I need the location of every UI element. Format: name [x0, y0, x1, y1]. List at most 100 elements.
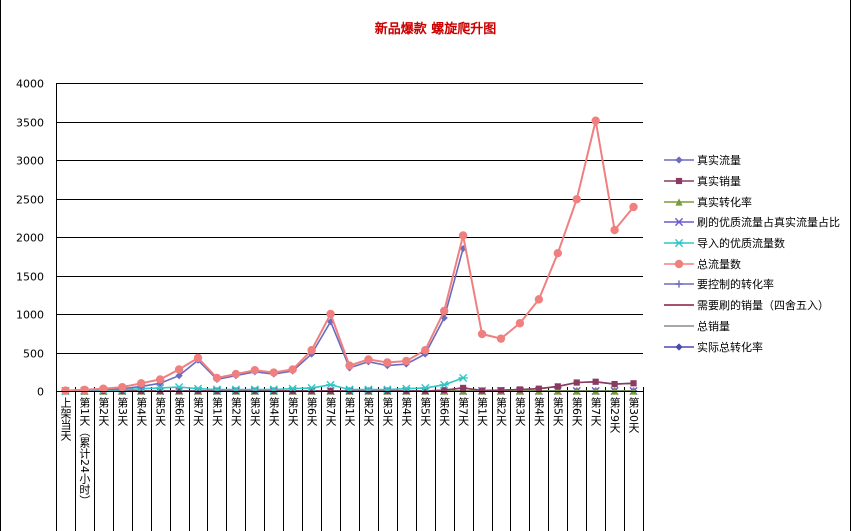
- legend-label: 需要刷的销量（四舍五入）: [697, 299, 829, 313]
- legend-label: 真实销量: [697, 175, 741, 189]
- data-point: [99, 384, 108, 393]
- legend-item-brushed-traffic-ratio: 刷的优质流量占真实流量占比: [664, 212, 840, 233]
- x-tick-label: 第3天: [381, 396, 394, 427]
- legend-item-sales-to-brush: 需要刷的销量（四舍五入）: [664, 295, 840, 316]
- x-tick-label: 第4天: [400, 396, 413, 427]
- data-point: [325, 380, 336, 389]
- x-tick-label: 第7天: [457, 396, 470, 427]
- data-point: [496, 334, 506, 343]
- y-tick-label: 3000: [16, 155, 44, 168]
- data-point: [420, 383, 430, 393]
- data-point: [573, 379, 580, 386]
- x-tick-label: 第4天: [532, 396, 545, 427]
- data-point: [288, 365, 297, 374]
- data-point: [554, 383, 561, 390]
- legend-item-actual-total-conversion: 实际总转化率: [664, 336, 840, 357]
- legend-swatch: [664, 325, 694, 327]
- data-point: [155, 375, 165, 384]
- legend-swatch-marker: [675, 342, 683, 351]
- y-tick-label: 4000: [16, 78, 44, 91]
- data-point: [515, 319, 525, 328]
- data-point: [364, 355, 373, 364]
- x-tick-label: 第5天: [419, 396, 432, 427]
- legend-swatch: [664, 304, 694, 306]
- legend-swatch: [664, 218, 694, 227]
- legend-swatch: [664, 280, 694, 289]
- x-tick-label: 第6天: [438, 396, 451, 427]
- x-tick-label: 上架当天: [59, 397, 72, 442]
- x-tick-label: 第7天: [324, 396, 337, 427]
- legend-swatch-marker: [674, 259, 684, 268]
- x-tick-label: 第4天: [135, 396, 148, 427]
- legend-item-imported-traffic: 导入的优质流量数: [664, 233, 840, 254]
- data-point: [572, 195, 581, 204]
- x-tick-label: 第1天（累计24小时）: [78, 396, 91, 506]
- y-tick-label: 3500: [16, 117, 44, 130]
- data-point: [497, 387, 505, 394]
- legend-label: 真实转化率: [697, 195, 752, 209]
- legend-swatch: [664, 177, 694, 185]
- x-tick-label: 第6天: [305, 396, 318, 427]
- data-point: [383, 358, 392, 367]
- x-tick-label: 第1天: [343, 396, 356, 427]
- data-point: [591, 116, 600, 125]
- x-tick-label: 第2天: [494, 396, 507, 427]
- x-tick-label: 第1天: [210, 396, 223, 427]
- x-tick-label: 第2天: [97, 396, 110, 427]
- data-point: [592, 378, 599, 385]
- data-point: [250, 366, 260, 375]
- data-point: [174, 365, 184, 374]
- y-tick-label: 0: [37, 386, 44, 399]
- legend-label: 刷的优质流量占真实流量占比: [697, 216, 840, 230]
- data-point: [61, 386, 70, 395]
- data-point: [458, 373, 468, 383]
- legend-label: 总流量数: [697, 257, 741, 271]
- x-tick-label: 第5天: [286, 396, 299, 427]
- x-tick-label: 第1天: [476, 396, 489, 427]
- legend-item-true-conversion: 真实转化率: [664, 191, 840, 212]
- data-point: [307, 383, 317, 393]
- x-tick-label: 第3天: [248, 396, 261, 427]
- legend-swatch-marker: [674, 218, 684, 227]
- y-tick-label: 2000: [16, 232, 44, 245]
- legend-label: 实际总转化率: [697, 340, 763, 354]
- chart-legend: 真实流量真实销量真实转化率刷的优质流量占真实流量占比导入的优质流量数总流量数要控…: [664, 150, 840, 357]
- data-point: [193, 353, 203, 363]
- data-point: [269, 368, 278, 377]
- data-point: [630, 380, 637, 387]
- legend-swatch: [664, 342, 694, 351]
- data-point: [307, 345, 316, 355]
- data-point: [402, 356, 411, 366]
- x-tick-label: 第5天: [154, 396, 167, 427]
- x-tick-label: 第7天: [192, 396, 205, 427]
- legend-label: 总销量: [697, 319, 730, 333]
- data-point: [516, 386, 524, 393]
- legend-item-true-sales: 真实销量: [664, 171, 840, 192]
- y-tick-label: 1500: [16, 271, 44, 284]
- data-point: [137, 379, 146, 388]
- data-point: [326, 309, 335, 319]
- x-tick-label: 第5天: [551, 396, 564, 427]
- data-point: [611, 380, 618, 388]
- data-point: [477, 329, 487, 339]
- x-tick-label: 第3天: [116, 396, 129, 427]
- x-tick-label: 第4天: [267, 396, 280, 427]
- series-line: [65, 120, 635, 392]
- x-tick-label: 第29天: [608, 396, 621, 434]
- legend-item-true-traffic: 真实流量: [664, 150, 840, 171]
- x-tick-label: 第7天: [589, 396, 602, 427]
- legend-item-total-traffic: 总流量数: [664, 253, 840, 274]
- data-point: [629, 202, 638, 212]
- data-point: [441, 387, 448, 394]
- x-tick-label: 第2天: [362, 396, 375, 427]
- data-point: [345, 361, 354, 370]
- data-point: [553, 248, 562, 258]
- data-point: [175, 372, 183, 380]
- x-tick-label: 第6天: [570, 396, 583, 427]
- data-point: [174, 383, 184, 392]
- legend-swatch: [664, 156, 694, 164]
- data-point: [118, 382, 127, 392]
- legend-label: 真实流量: [697, 154, 741, 168]
- legend-label: 要控制的转化率: [697, 278, 774, 292]
